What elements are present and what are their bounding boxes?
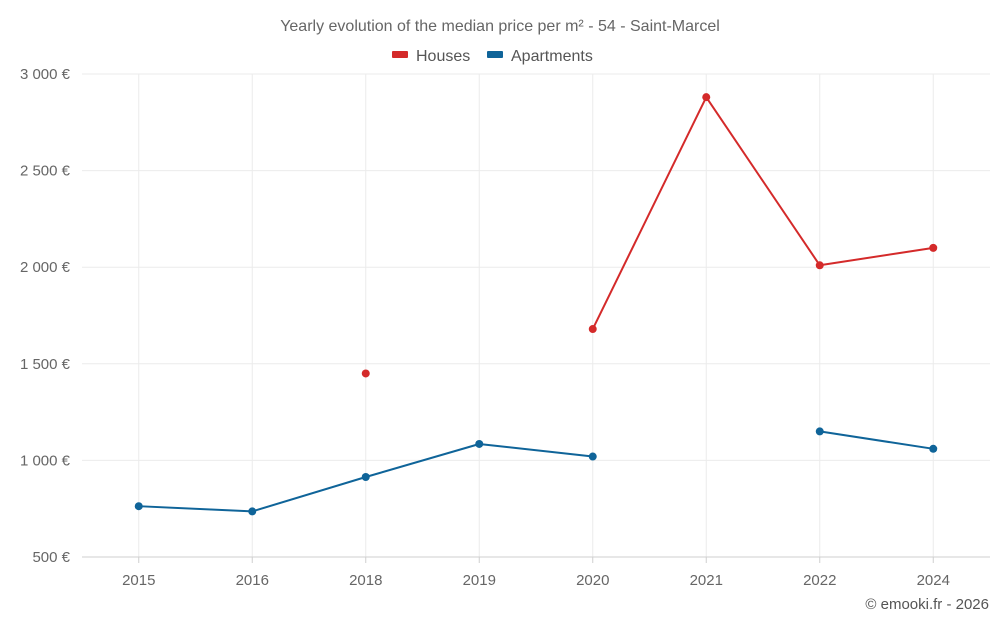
series-line-houses bbox=[591, 96, 934, 330]
x-tick-label: 2020 bbox=[576, 572, 609, 589]
y-tick-label: 2 500 € bbox=[20, 163, 71, 180]
data-point-apartments[interactable] bbox=[475, 439, 484, 448]
data-point-apartments[interactable] bbox=[815, 427, 824, 436]
chart-title: Yearly evolution of the median price per… bbox=[280, 18, 720, 35]
data-point-apartments[interactable] bbox=[134, 502, 143, 511]
data-point-houses[interactable] bbox=[815, 261, 824, 270]
data-point-houses[interactable] bbox=[361, 369, 370, 378]
x-tick-label: 2022 bbox=[803, 572, 836, 589]
y-tick-label: 1 500 € bbox=[20, 356, 71, 373]
series-layer bbox=[134, 93, 938, 516]
legend-label-houses[interactable]: Houses bbox=[416, 48, 470, 65]
x-gridlines bbox=[138, 74, 934, 557]
legend-swatch-apartments[interactable] bbox=[487, 51, 503, 58]
x-tick-label: 2021 bbox=[690, 572, 723, 589]
data-point-apartments[interactable] bbox=[588, 452, 597, 461]
credit-text: © emooki.fr - 2026 bbox=[865, 596, 989, 613]
x-tick-label: 2018 bbox=[349, 572, 382, 589]
y-tick-label: 2 000 € bbox=[20, 259, 71, 276]
series-houses bbox=[361, 93, 938, 378]
data-point-apartments[interactable] bbox=[361, 473, 370, 482]
y-tick-label: 1 000 € bbox=[20, 452, 71, 469]
x-tick-label: 2024 bbox=[917, 572, 950, 589]
data-point-houses[interactable] bbox=[929, 243, 938, 252]
x-tick-label: 2015 bbox=[122, 572, 155, 589]
data-point-houses[interactable] bbox=[702, 93, 711, 102]
y-tick-label: 500 € bbox=[32, 549, 70, 566]
data-point-houses[interactable] bbox=[588, 325, 597, 334]
y-axis-ticks: 500 € 1 000 € 1 500 € 2 000 € 2 500 € 3 000 € bbox=[20, 66, 71, 566]
series-apartments bbox=[134, 427, 938, 516]
data-point-apartments[interactable] bbox=[929, 444, 938, 453]
x-axis-ticks: 2015 2016 2018 2019 2020 2021 2022 2024 bbox=[122, 557, 950, 589]
legend-label-apartments[interactable]: Apartments bbox=[511, 48, 593, 65]
y-gridlines bbox=[82, 73, 990, 461]
y-tick-label: 3 000 € bbox=[20, 66, 71, 83]
series-line-apartments bbox=[819, 430, 934, 450]
legend-swatch-houses[interactable] bbox=[392, 51, 408, 58]
legend: Houses Apartments bbox=[392, 48, 593, 65]
x-tick-label: 2016 bbox=[236, 572, 269, 589]
data-point-apartments[interactable] bbox=[248, 507, 257, 516]
x-tick-label: 2019 bbox=[463, 572, 496, 589]
